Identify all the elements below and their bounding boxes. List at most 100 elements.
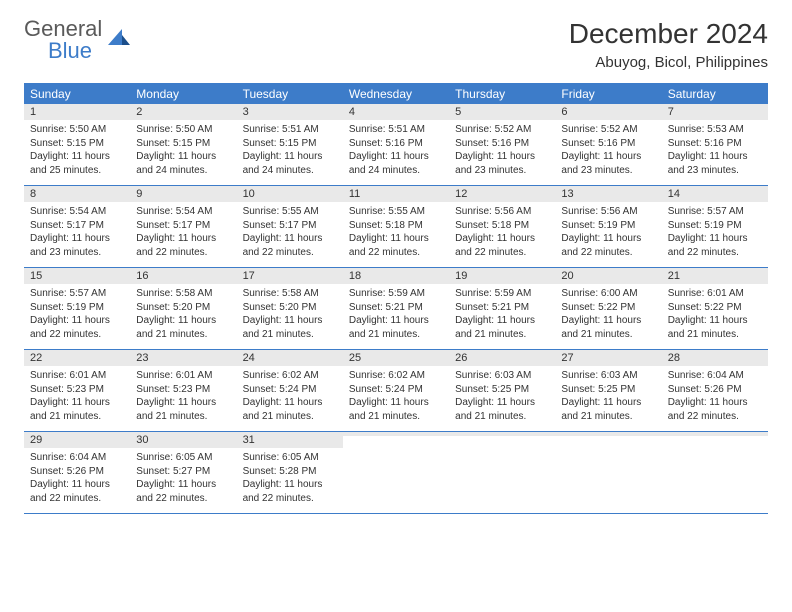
sunset-text: Sunset: 5:28 PM: [243, 465, 337, 479]
day-number: 14: [662, 186, 768, 202]
calendar-day-cell: 27Sunrise: 6:03 AMSunset: 5:25 PMDayligh…: [555, 350, 661, 431]
sunrise-text: Sunrise: 6:05 AM: [136, 451, 230, 465]
day-body: Sunrise: 5:56 AMSunset: 5:18 PMDaylight:…: [449, 202, 555, 267]
day-body: Sunrise: 5:54 AMSunset: 5:17 PMDaylight:…: [24, 202, 130, 267]
logo-word2: Blue: [48, 40, 102, 62]
sunset-text: Sunset: 5:20 PM: [243, 301, 337, 315]
day-number: 29: [24, 432, 130, 448]
sunrise-text: Sunrise: 6:03 AM: [455, 369, 549, 383]
sunrise-text: Sunrise: 5:55 AM: [243, 205, 337, 219]
sunrise-text: Sunrise: 5:54 AM: [136, 205, 230, 219]
calendar-day-cell: [343, 432, 449, 513]
calendar-day-cell: 25Sunrise: 6:02 AMSunset: 5:24 PMDayligh…: [343, 350, 449, 431]
day-number: 8: [24, 186, 130, 202]
day-body: Sunrise: 6:04 AMSunset: 5:26 PMDaylight:…: [662, 366, 768, 431]
day-body: Sunrise: 5:52 AMSunset: 5:16 PMDaylight:…: [449, 120, 555, 185]
sunrise-text: Sunrise: 5:58 AM: [136, 287, 230, 301]
sunrise-text: Sunrise: 6:01 AM: [30, 369, 124, 383]
day-number: 5: [449, 104, 555, 120]
sunset-text: Sunset: 5:19 PM: [561, 219, 655, 233]
day-number: 22: [24, 350, 130, 366]
calendar-week: 15 Sunrise: 5:57 AMSunset: 5:19 PM Dayligh…: [24, 268, 768, 350]
sunset-text: Sunset: 5:21 PM: [455, 301, 549, 315]
title-block: December 2024 Abuyog, Bicol, Philippines: [569, 18, 768, 71]
day-body: Sunrise: 5:55 AMSunset: 5:18 PMDaylight:…: [343, 202, 449, 267]
sunset-text: Sunset: 5:17 PM: [30, 219, 124, 233]
day-number: 2: [130, 104, 236, 120]
day-body: Sunrise: 5:52 AMSunset: 5:16 PMDaylight:…: [555, 120, 661, 185]
sunset-text: Sunset: 5:18 PM: [349, 219, 443, 233]
day-body: Sunrise: 6:02 AMSunset: 5:24 PMDaylight:…: [343, 366, 449, 431]
sunrise-text: Sunrise: 5:51 AM: [243, 123, 337, 137]
day-number: 17: [237, 268, 343, 284]
day-number: 18: [343, 268, 449, 284]
calendar-day-cell: 21Sunrise: 6:01 AMSunset: 5:22 PMDayligh…: [662, 268, 768, 349]
day-body: [449, 436, 555, 494]
daylight-text: Daylight: 11 hours and 22 minutes.: [668, 396, 762, 423]
header: General Blue December 2024 Abuyog, Bicol…: [24, 18, 768, 71]
day-number: 28: [662, 350, 768, 366]
sunset-text: Sunset: 5:18 PM: [455, 219, 549, 233]
sunrise-text: Sunrise: 6:00 AM: [561, 287, 655, 301]
calendar-week: 29Sunrise: 6:04 AMSunset: 5:26 PMDayligh…: [24, 432, 768, 514]
daylight-text: Daylight: 11 hours and 21 minutes.: [561, 396, 655, 423]
calendar-day-cell: 13Sunrise: 5:56 AMSunset: 5:19 PMDayligh…: [555, 186, 661, 267]
day-number: 4: [343, 104, 449, 120]
day-number: 12: [449, 186, 555, 202]
day-number: 30: [130, 432, 236, 448]
day-number: 19: [449, 268, 555, 284]
location: Abuyog, Bicol, Philippines: [569, 54, 768, 71]
calendar-day-cell: 16Sunrise: 5:58 AMSunset: 5:20 PMDayligh…: [130, 268, 236, 349]
sunset-text: Sunset: 5:24 PM: [349, 383, 443, 397]
calendar-day-cell: 7Sunrise: 5:53 AMSunset: 5:16 PMDaylight…: [662, 104, 768, 185]
day-body: Sunrise: 5:55 AMSunset: 5:17 PMDaylight:…: [237, 202, 343, 267]
daylight-text: Daylight: 11 hours and 21 minutes.: [455, 314, 549, 341]
daylight-text: Daylight: 11 hours and 24 minutes.: [136, 150, 230, 177]
calendar-day-cell: 9Sunrise: 5:54 AMSunset: 5:17 PMDaylight…: [130, 186, 236, 267]
daylight-text: Daylight: 11 hours and 23 minutes.: [668, 150, 762, 177]
day-header: Monday: [130, 84, 236, 104]
sunset-text: Sunset: 5:19 PM: [30, 301, 124, 315]
day-body: Sunrise: 6:03 AMSunset: 5:25 PMDaylight:…: [555, 366, 661, 431]
day-body: Sunrise: 5:54 AMSunset: 5:17 PMDaylight:…: [130, 202, 236, 267]
daylight-text: Daylight: 11 hours and 25 minutes.: [30, 150, 124, 177]
calendar-day-cell: 30Sunrise: 6:05 AMSunset: 5:27 PMDayligh…: [130, 432, 236, 513]
day-body: Sunrise: 5:50 AMSunset: 5:15 PMDaylight:…: [130, 120, 236, 185]
calendar-day-cell: 22Sunrise: 6:01 AMSunset: 5:23 PMDayligh…: [24, 350, 130, 431]
sunset-text: Sunset: 5:16 PM: [561, 137, 655, 151]
day-body: Sunrise: 6:01 AMSunset: 5:23 PMDaylight:…: [130, 366, 236, 431]
day-number: 31: [237, 432, 343, 448]
calendar-day-cell: 19Sunrise: 5:59 AMSunset: 5:21 PMDayligh…: [449, 268, 555, 349]
day-header: Sunday: [24, 84, 130, 104]
daylight-text: Daylight: 11 hours and 21 minutes.: [561, 314, 655, 341]
sunset-text: Sunset: 5:16 PM: [455, 137, 549, 151]
daylight-text: Daylight: 11 hours and 23 minutes.: [30, 232, 124, 259]
day-number: 21: [662, 268, 768, 284]
day-body: Sunrise: 6:05 AMSunset: 5:27 PMDaylight:…: [130, 448, 236, 513]
day-number: 23: [130, 350, 236, 366]
sunrise-text: Sunrise: 5:57 AM: [30, 287, 124, 301]
daylight-text: Daylight: 11 hours and 23 minutes.: [455, 150, 549, 177]
sunrise-text: Sunrise: 5:51 AM: [349, 123, 443, 137]
day-body: Sunrise: 6:05 AMSunset: 5:28 PMDaylight:…: [237, 448, 343, 513]
daylight-text: Daylight: 11 hours and 22 minutes.: [243, 478, 337, 505]
sunrise-text: Sunrise: 6:01 AM: [668, 287, 762, 301]
day-number: 10: [237, 186, 343, 202]
daylight-text: Daylight: 11 hours and 23 minutes.: [561, 150, 655, 177]
day-number: 15: [24, 268, 130, 284]
logo: General Blue: [24, 18, 132, 62]
daylight-text: Daylight: 11 hours and 22 minutes.: [136, 478, 230, 505]
sunrise-text: Sunrise: 6:03 AM: [561, 369, 655, 383]
daylight-text: Daylight: 11 hours and 22 minutes.: [349, 232, 443, 259]
sunset-text: Sunset: 5:22 PM: [561, 301, 655, 315]
day-body: Sunrise: 5:58 AMSunset: 5:20 PMDaylight:…: [130, 284, 236, 349]
calendar-day-cell: 4Sunrise: 5:51 AMSunset: 5:16 PMDaylight…: [343, 104, 449, 185]
calendar-day-cell: 11Sunrise: 5:55 AMSunset: 5:18 PMDayligh…: [343, 186, 449, 267]
calendar-day-cell: 24Sunrise: 6:02 AMSunset: 5:24 PMDayligh…: [237, 350, 343, 431]
daylight-text: Daylight: 11 hours and 21 minutes.: [668, 314, 762, 341]
day-header: Saturday: [662, 84, 768, 104]
sunrise-text: Sunrise: 5:59 AM: [349, 287, 443, 301]
sunset-text: Sunset: 5:25 PM: [455, 383, 549, 397]
day-number: 16: [130, 268, 236, 284]
sunrise-text: Sunrise: 5:52 AM: [561, 123, 655, 137]
